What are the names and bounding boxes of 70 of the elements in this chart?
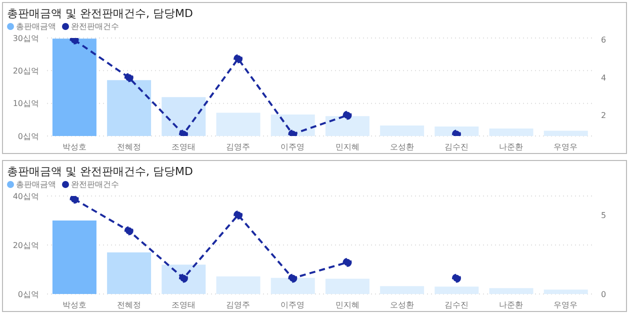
x-tick-label: 우영우 [554,300,578,310]
bar [325,278,370,294]
bar [544,130,588,136]
x-tick-label: 조영태 [172,300,196,310]
bar [107,252,152,294]
legend-label: 완전판매건수 [70,21,119,32]
bar [52,220,96,294]
x-tick-label: 김영주 [226,142,250,152]
x-tick-label: 전혜정 [116,300,141,310]
bar [162,264,206,294]
bar [52,38,96,136]
y-tick-label: 30십억 [12,34,39,43]
bar [489,128,534,136]
bar [162,97,206,136]
x-tick-label: 나준환 [499,300,524,310]
y-tick-label: 10십억 [12,99,39,108]
point [452,274,461,283]
bar [380,286,424,294]
point [234,210,243,220]
point [179,130,188,136]
bar [270,278,315,294]
bar [489,288,534,294]
y2-tick-label: 2 [601,111,606,120]
x-tick-label: 전혜정 [116,142,141,152]
y-tick-label: 40십억 [12,192,39,201]
x-tick-label: 박성호 [62,300,86,310]
bar [544,290,588,294]
point [342,258,352,267]
point [124,226,134,236]
bar [380,126,424,136]
chart-title: 총판매금액 및 완전판매건수, 담당MD [7,164,194,179]
point [288,274,298,283]
x-tick-label: 민지혜 [335,142,360,152]
legend-label: 총판매금액 [15,179,56,190]
x-tick-label: 민지혜 [335,300,360,310]
x-tick-label: 오성환 [390,142,414,152]
x-tick-label: 나준환 [499,142,524,152]
legend-label: 완전판매건수 [70,179,119,190]
y-tick-label: 20십억 [12,66,39,76]
x-tick-label: 이주영 [280,300,305,310]
x-tick-label: 이주영 [280,142,305,152]
y2-tick-label: 0 [601,290,606,299]
chart-title: 총판매금액 및 완전판매건수, 담당MD [7,6,194,21]
y-tick-label: 20십억 [12,240,39,250]
point [342,110,352,120]
x-tick-label: 김수진 [444,142,468,152]
y2-tick-label: 4 [601,73,606,82]
x-tick-label: 오성환 [390,300,414,310]
y-tick-label: 0십억 [18,132,39,141]
point [179,274,188,283]
x-tick-label: 조영태 [172,142,196,152]
bar [216,276,260,294]
point [124,73,134,82]
point [234,54,243,64]
y2-tick-label: 5 [601,210,606,220]
bar [434,126,479,136]
point [70,196,79,204]
point [452,130,461,136]
bar [107,80,152,136]
bar [325,116,370,136]
y-tick-label: 0십억 [18,290,39,299]
x-tick-label: 우영우 [554,142,578,152]
legend-label: 총판매금액 [15,21,56,32]
x-tick-label: 김영주 [226,300,250,310]
bar [434,286,479,294]
y2-tick-label: 6 [601,36,606,45]
x-tick-label: 박성호 [62,142,86,152]
bar [270,114,315,136]
x-tick-label: 김수진 [444,300,468,310]
bar [216,112,260,136]
